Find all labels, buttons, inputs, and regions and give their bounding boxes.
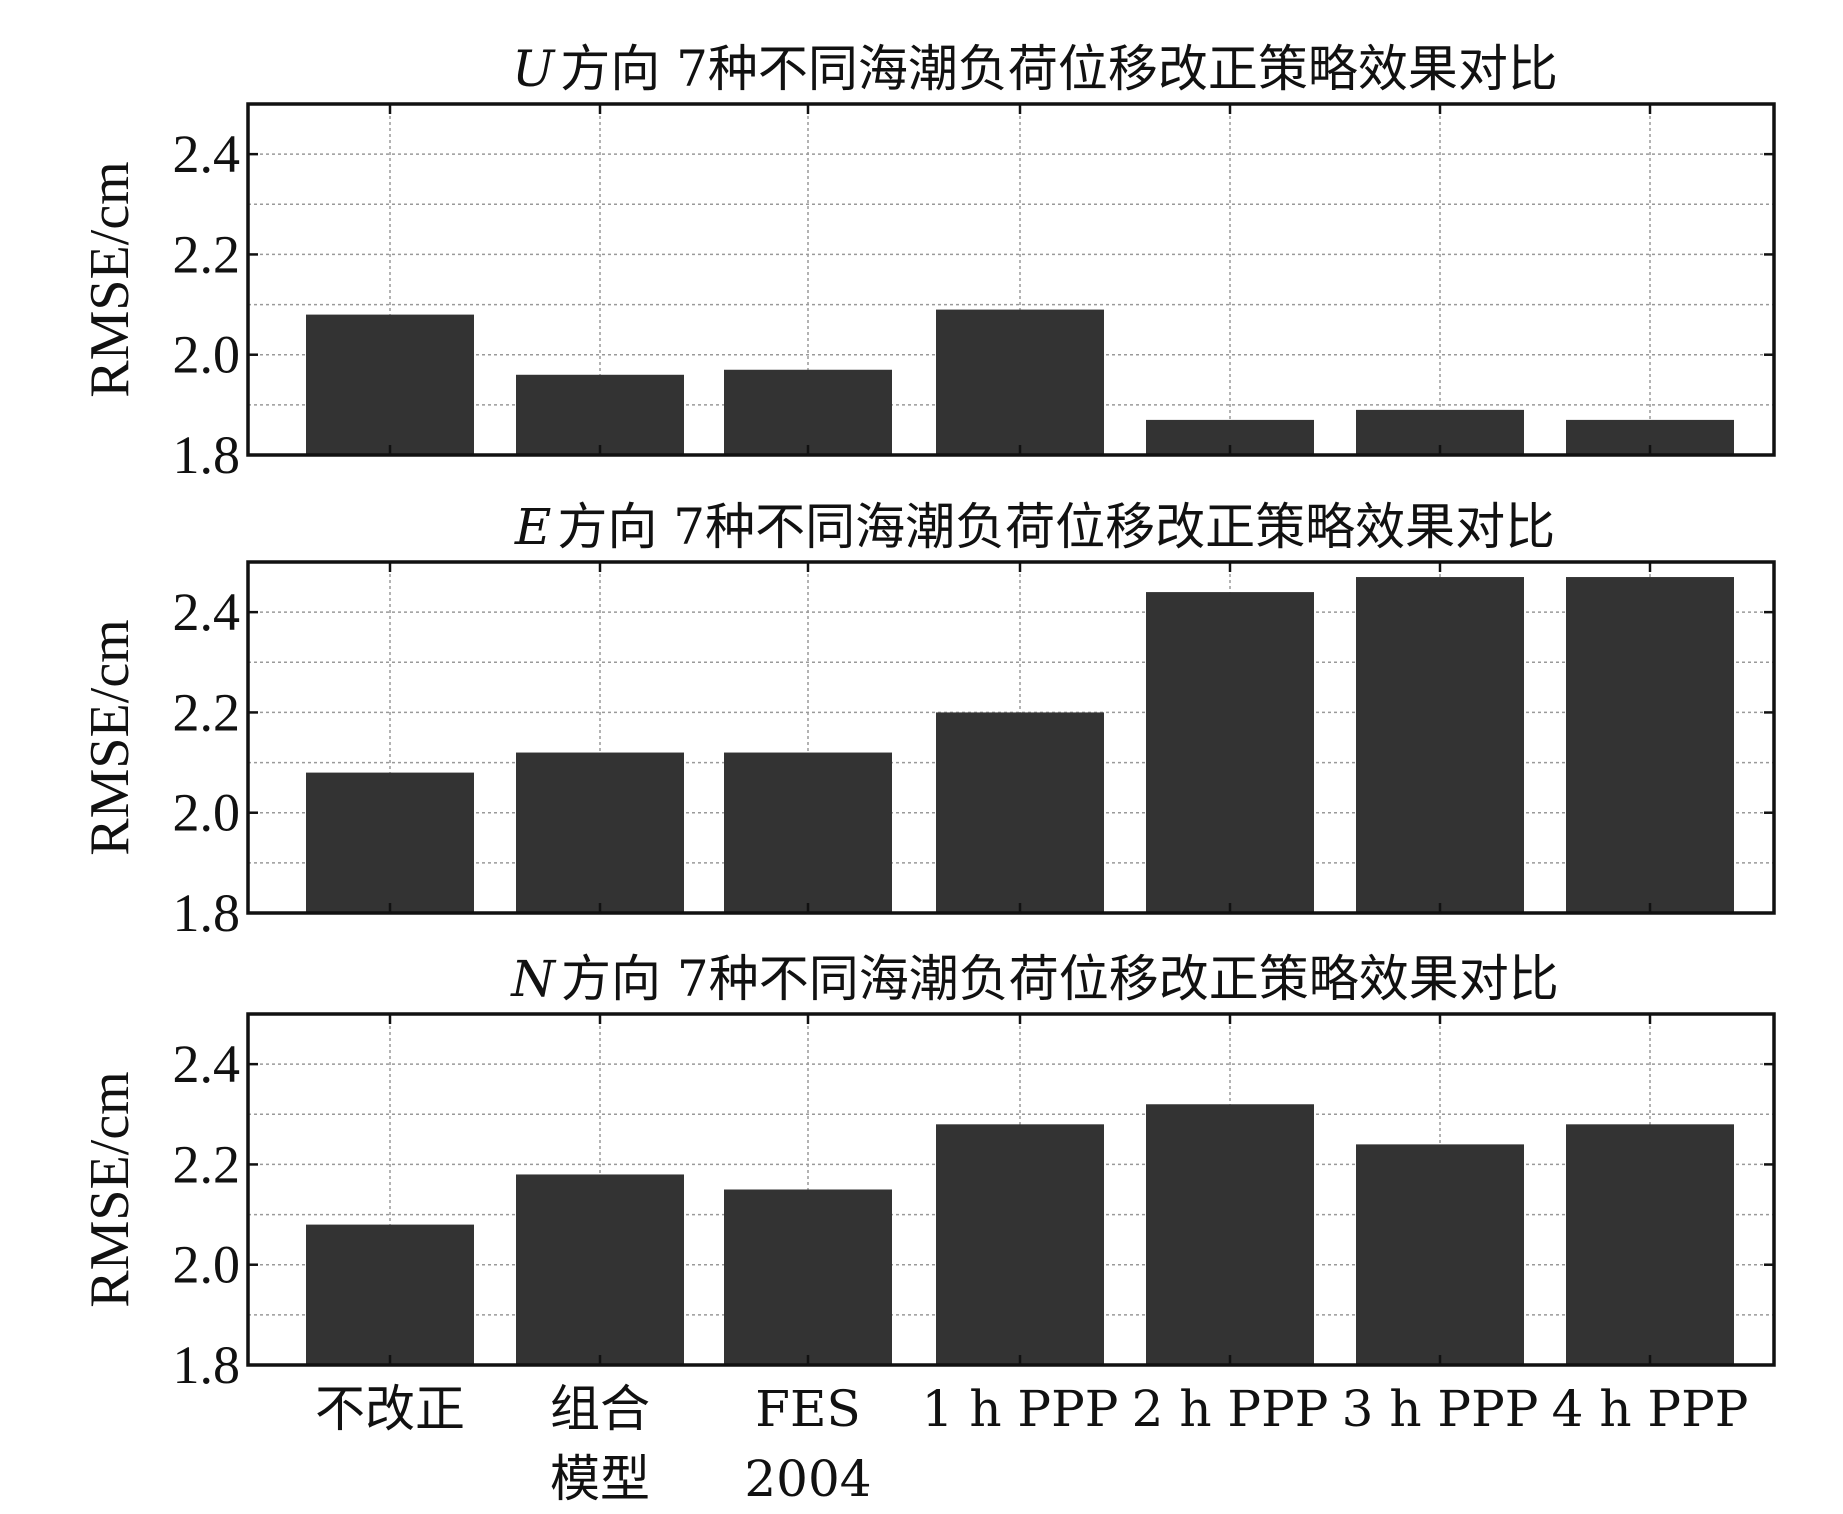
y-tick-label: 2.0 xyxy=(173,325,241,385)
bar-1 xyxy=(306,1224,474,1365)
bar-2 xyxy=(516,374,684,455)
bar-1 xyxy=(306,314,474,455)
bar-4 xyxy=(936,309,1104,455)
x-tick-label: 不改正 xyxy=(315,1380,465,1438)
plot-frame xyxy=(246,102,1776,457)
x-tick-label-line2: 模型 xyxy=(550,1450,650,1508)
bar-6 xyxy=(1356,577,1524,913)
y-tick-label: 2.4 xyxy=(173,124,241,184)
chart-title-text: 方向 7种不同海潮负荷位移改正策略效果对比 xyxy=(560,40,1558,98)
plot-frame xyxy=(246,560,1776,915)
chart-title-text: 方向 7种不同海潮负荷位移改正策略效果对比 xyxy=(561,950,1559,1008)
y-axis-label: RMSE/cm xyxy=(79,619,141,855)
bar-1 xyxy=(306,772,474,913)
bar-6 xyxy=(1356,1144,1524,1365)
x-tick-label: 4 h PPP xyxy=(1552,1380,1749,1438)
bar-3 xyxy=(724,369,892,455)
panel-e: E 方向 7种不同海潮负荷位移改正策略效果对比 RMSE/cm 1.8 2.0 2.2 2.… xyxy=(79,498,1776,943)
chart-title-direction: N xyxy=(510,950,557,1008)
chart-title: U 方向 7种不同海潮负荷位移改正策略效果对比 xyxy=(512,40,1558,98)
y-tick-label: 1.8 xyxy=(173,883,241,943)
chart-title-text: 方向 7种不同海潮负荷位移改正策略效果对比 xyxy=(557,498,1555,556)
bar-4 xyxy=(936,1124,1104,1365)
bar-2 xyxy=(516,1174,684,1365)
panels: U 方向 7种不同海潮负荷位移改正策略效果对比RMSE/cm1.82.02.22.… xyxy=(79,40,1776,1395)
y-tick-label: 2.0 xyxy=(173,783,241,843)
panel-n: N 方向 7种不同海潮负荷位移改正策略效果对比 RMSE/cm 1.8 2.0 2.2 2.… xyxy=(79,950,1776,1395)
x-tick-label: 3 h PPP xyxy=(1342,1380,1539,1438)
y-tick-label: 1.8 xyxy=(173,425,241,485)
y-tick-label: 2.0 xyxy=(173,1235,241,1295)
y-tick-label: 2.2 xyxy=(173,682,241,742)
x-tick-label: FES xyxy=(755,1380,860,1438)
bar-7 xyxy=(1566,1124,1734,1365)
x-tick-label: 1 h PPP xyxy=(922,1380,1119,1438)
y-axis-label: RMSE/cm xyxy=(79,1071,141,1307)
chart-title-direction: U xyxy=(512,40,556,98)
bar-3 xyxy=(724,752,892,913)
y-tick-label: 2.2 xyxy=(173,1134,241,1194)
bar-4 xyxy=(936,712,1104,913)
y-tick-label: 2.4 xyxy=(173,582,241,642)
x-tick-label: 组合 xyxy=(550,1380,650,1438)
x-tick-label-line2: 2004 xyxy=(744,1450,871,1508)
bar-7 xyxy=(1566,577,1734,913)
y-tick-label: 1.8 xyxy=(173,1335,241,1395)
bar-5 xyxy=(1146,1104,1314,1365)
chart-title-direction: E xyxy=(514,498,552,556)
chart-title: E 方向 7种不同海潮负荷位移改正策略效果对比 xyxy=(514,498,1555,556)
bar-3 xyxy=(724,1189,892,1365)
panel-u: U 方向 7种不同海潮负荷位移改正策略效果对比 RMSE/cm 1.8 2.0 2.2 2.… xyxy=(79,40,1776,485)
y-tick-label: 2.4 xyxy=(173,1034,241,1094)
bar-2 xyxy=(516,752,684,913)
chart-title: N 方向 7种不同海潮负荷位移改正策略效果对比 xyxy=(510,950,1558,1008)
x-tick-label: 2 h PPP xyxy=(1132,1380,1329,1438)
bar-5 xyxy=(1146,592,1314,913)
y-axis-label: RMSE/cm xyxy=(79,161,141,397)
y-tick-label: 2.2 xyxy=(173,224,241,284)
plot-frame xyxy=(246,1012,1776,1367)
